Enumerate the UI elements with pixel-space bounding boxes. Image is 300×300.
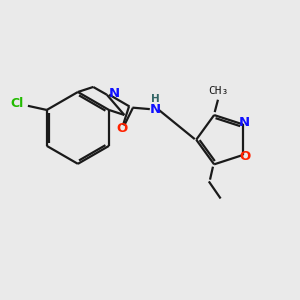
- Text: H: H: [151, 94, 160, 104]
- Text: O: O: [239, 150, 251, 163]
- Text: CH₃: CH₃: [208, 85, 229, 96]
- Text: N: N: [239, 116, 250, 130]
- Text: N: N: [109, 87, 120, 100]
- Text: N: N: [150, 103, 161, 116]
- Text: Cl: Cl: [11, 97, 24, 110]
- Text: O: O: [117, 122, 128, 135]
